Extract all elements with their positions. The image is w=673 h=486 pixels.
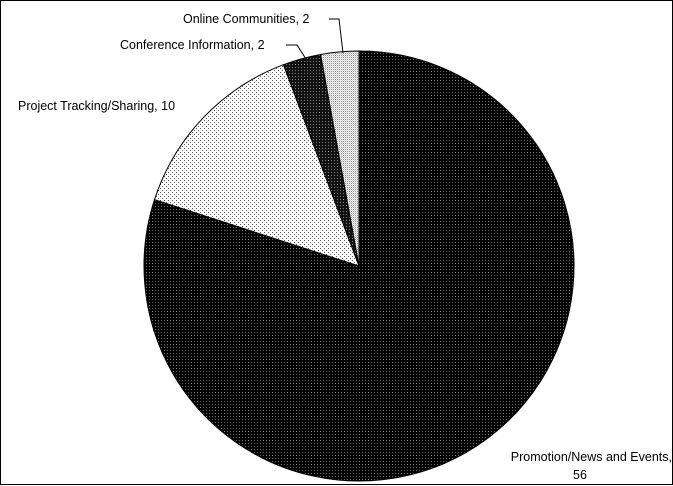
label-conference-information: Conference Information, 2	[120, 38, 265, 52]
leader-conference-information	[286, 44, 307, 60]
label-promotion-news-events: Promotion/News and Events,	[511, 450, 672, 464]
value-promotion-news-events: 56	[573, 468, 587, 482]
leader-online-communities	[329, 18, 344, 54]
slice-online-communities	[320, 50, 360, 267]
label-online-communities: Online Communities, 2	[183, 12, 309, 26]
slice-project-tracking-sharing	[153, 64, 360, 267]
label-project-tracking-sharing: Project Tracking/Sharing, 10	[18, 99, 175, 113]
